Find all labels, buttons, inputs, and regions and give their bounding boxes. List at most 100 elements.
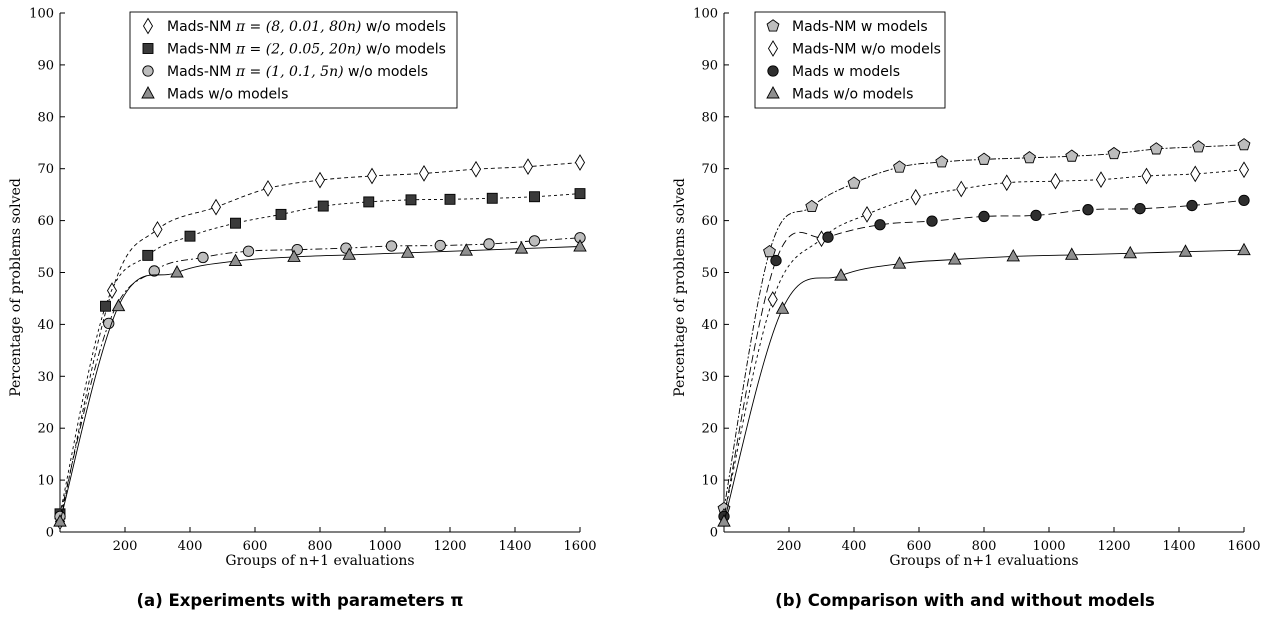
data-point xyxy=(184,230,196,242)
data-point xyxy=(956,180,967,198)
legend-entry: Mads w/o models xyxy=(167,87,288,103)
data-point xyxy=(847,176,861,189)
y-tick-label: 70 xyxy=(37,162,54,177)
data-point xyxy=(805,199,819,213)
legend-marker xyxy=(142,17,154,35)
legend-entry: Mads-NM w models xyxy=(792,19,928,35)
data-point xyxy=(529,191,540,203)
legend-box xyxy=(754,11,946,109)
data-point xyxy=(861,205,873,223)
data-point xyxy=(1082,204,1094,216)
data-point xyxy=(892,256,907,269)
data-point xyxy=(106,282,118,300)
series-line xyxy=(723,144,1245,509)
data-point xyxy=(210,198,222,216)
series-2 xyxy=(718,194,1250,523)
data-point xyxy=(874,219,886,231)
y-tick-label: 100 xyxy=(693,7,718,22)
series-line xyxy=(723,199,1245,517)
data-point xyxy=(573,239,587,252)
legend-marker xyxy=(141,86,155,99)
data-point xyxy=(514,241,529,254)
data-point xyxy=(314,171,326,189)
legend-marker xyxy=(767,40,779,57)
legend-marker xyxy=(142,65,154,77)
data-point xyxy=(1030,209,1042,222)
y-tick-label: 100 xyxy=(29,7,54,22)
legend-entry: Mads-NM π = (8, 0.01, 80n) w/o models xyxy=(167,19,446,35)
data-point xyxy=(483,238,495,250)
data-point xyxy=(1190,165,1201,183)
series-line xyxy=(723,249,1245,522)
x-tick-label: 1400 xyxy=(498,539,531,554)
legend: Mads-NM π = (8, 0.01, 80n) w/o models Mad… xyxy=(129,11,458,109)
data-point xyxy=(170,265,184,278)
x-axis-label: Groups of n+1 evaluations xyxy=(225,553,414,569)
data-point xyxy=(459,243,474,256)
x-tick-label: 600 xyxy=(243,539,268,554)
x-tick-label: 200 xyxy=(113,539,138,554)
y-tick-label: 30 xyxy=(37,370,54,385)
data-point xyxy=(142,249,154,261)
data-point xyxy=(470,160,482,178)
legend-entry: Mads-NM π = (2, 0.05, 20n) w/o models xyxy=(167,42,446,58)
legend-marker xyxy=(766,19,780,32)
y-tick-label: 50 xyxy=(37,266,54,281)
x-tick-label: 800 xyxy=(972,539,997,554)
data-point xyxy=(405,194,417,206)
data-point xyxy=(1023,151,1036,164)
data-point xyxy=(444,193,456,205)
x-tick-label: 1600 xyxy=(1227,539,1260,554)
data-point xyxy=(418,164,430,182)
legend-entry: Mads-NM w/o models xyxy=(792,42,941,58)
data-point xyxy=(763,244,776,258)
series-line xyxy=(59,246,581,522)
data-point xyxy=(486,192,498,204)
x-tick-label: 400 xyxy=(178,539,203,554)
x-tick-label: 1000 xyxy=(1032,539,1065,554)
y-tick-label: 60 xyxy=(37,214,54,229)
legend-marker xyxy=(767,65,779,77)
data-point xyxy=(926,215,938,227)
data-point xyxy=(363,196,375,208)
x-tick-label: 400 xyxy=(842,539,867,554)
y-tick-label: 60 xyxy=(701,214,718,229)
x-tick-label: 1400 xyxy=(1162,539,1195,554)
y-tick-label: 70 xyxy=(701,162,718,177)
series-3 xyxy=(717,242,1251,527)
data-point xyxy=(385,240,398,252)
data-point xyxy=(366,167,378,185)
figure-caption: (a) Experiments with parameters π xyxy=(137,591,464,610)
data-point xyxy=(342,247,357,260)
series-line xyxy=(59,162,581,522)
data-point xyxy=(767,291,778,308)
data-point xyxy=(978,210,990,223)
data-point xyxy=(910,188,921,206)
y-tick-label: 90 xyxy=(701,58,718,73)
data-point xyxy=(1006,248,1021,262)
data-point xyxy=(103,317,115,330)
legend-entry: Mads-NM π = (1, 0.1, 5n) w/o models xyxy=(167,64,428,80)
y-tick-label: 0 xyxy=(46,526,54,541)
data-point xyxy=(287,249,301,262)
data-point xyxy=(947,252,962,265)
x-tick-label: 1200 xyxy=(1097,539,1130,554)
y-tick-label: 90 xyxy=(37,58,54,73)
legend: Mads-NM w models Mads-NM w/o models Mads w… xyxy=(754,11,946,109)
data-point xyxy=(522,158,534,175)
data-point xyxy=(242,245,255,257)
data-point xyxy=(1095,171,1107,188)
figure-caption: (b) Comparison with and without models xyxy=(775,591,1155,610)
y-tick-label: 50 xyxy=(701,266,718,281)
series-line xyxy=(59,193,581,514)
y-tick-label: 10 xyxy=(701,474,718,489)
data-point xyxy=(1237,242,1251,256)
y-axis-label: Percentage of problems solved xyxy=(672,178,688,397)
legend-entry: Mads w/o models xyxy=(792,87,913,103)
y-tick-label: 40 xyxy=(701,318,718,333)
data-point xyxy=(400,245,415,258)
legend-marker xyxy=(142,43,154,54)
legend-marker xyxy=(766,86,780,99)
data-point xyxy=(1149,142,1163,155)
data-point xyxy=(1065,149,1079,162)
